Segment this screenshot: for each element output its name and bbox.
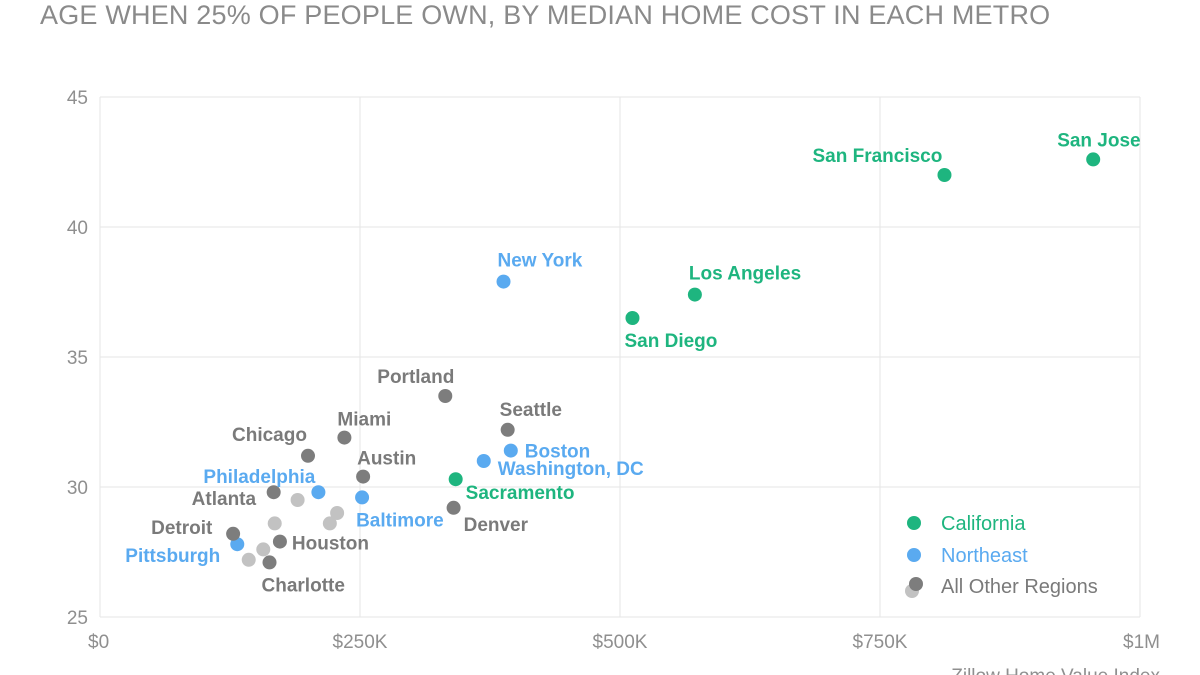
point-label: New York	[498, 251, 583, 272]
data-point-charlotte	[262, 555, 277, 570]
data-point-baltimore	[355, 490, 370, 505]
legend-marker-northeast	[907, 548, 921, 562]
data-point-new-york	[496, 274, 511, 289]
x-tick-label: $750K	[853, 632, 908, 653]
x-tick-label: $0	[88, 632, 109, 653]
data-point-san-diego	[625, 311, 640, 325]
chart-title: AGE WHEN 25% OF PEOPLE OWN, BY MEDIAN HO…	[40, 0, 1051, 30]
point-label: San Diego	[624, 331, 717, 352]
point-label: Boston	[525, 442, 590, 463]
point-label: Portland	[377, 367, 454, 388]
data-point-unlabeled	[330, 506, 345, 520]
data-point-unlabeled	[267, 516, 282, 531]
data-point-atlanta	[266, 485, 281, 500]
point-label: Sacramento	[466, 483, 575, 504]
data-point-san-jose	[1086, 152, 1101, 167]
point-label: Washington, DC	[498, 459, 644, 480]
point-label: San Jose	[1057, 130, 1140, 151]
y-tick-label: 45	[67, 88, 88, 109]
point-label: Denver	[464, 515, 529, 536]
point-label: Detroit	[151, 518, 213, 539]
point-label: Seattle	[500, 400, 562, 421]
data-point-boston	[503, 443, 518, 458]
data-point-portland	[438, 389, 453, 403]
legend-label-california: California	[941, 513, 1026, 535]
point-label: Atlanta	[192, 489, 257, 510]
point-label: Los Angeles	[689, 264, 801, 285]
data-point-unlabeled	[256, 542, 271, 557]
data-point-sacramento	[448, 472, 463, 487]
data-point-washington-dc	[476, 454, 491, 468]
legend-label-northeast: Northeast	[941, 545, 1028, 567]
data-point-denver	[446, 500, 461, 515]
data-point-chicago	[301, 448, 315, 463]
y-tick-label: 30	[67, 478, 88, 499]
point-label: Charlotte	[262, 575, 345, 596]
point-label: Pittsburgh	[125, 546, 220, 567]
point-label: Philadelphia	[203, 467, 315, 488]
data-point-unlabeled	[322, 516, 337, 531]
data-point-los-angeles	[687, 287, 702, 302]
point-label: San Francisco	[812, 146, 942, 167]
point-label: Houston	[292, 534, 369, 555]
y-tick-label: 40	[67, 218, 88, 239]
data-point-unlabeled	[241, 552, 256, 567]
data-point-houston	[272, 534, 287, 549]
y-tick-label: 35	[67, 348, 88, 369]
legend-marker-other	[909, 577, 923, 591]
point-label: Austin	[357, 449, 416, 470]
data-point-detroit	[226, 526, 241, 541]
y-tick-label: 25	[67, 608, 88, 629]
x-tick-label: $1M	[1123, 632, 1160, 653]
point-label: Chicago	[232, 425, 307, 446]
x-tick-label: $250K	[333, 632, 388, 653]
point-label: Baltimore	[356, 510, 444, 531]
x-tick-label: $500K	[593, 632, 648, 653]
data-point-unlabeled	[290, 493, 305, 507]
data-point-seattle	[500, 422, 515, 437]
x-axis-label: Zillow Home Value Index	[951, 666, 1160, 675]
data-point-san-francisco	[937, 168, 952, 182]
data-point-miami	[337, 430, 352, 445]
legend-marker-california	[907, 516, 921, 530]
data-point-philadelphia	[311, 485, 326, 500]
point-label: Miami	[337, 410, 391, 431]
legend-label-other: All Other Regions	[941, 576, 1098, 598]
data-point-austin	[356, 469, 371, 484]
